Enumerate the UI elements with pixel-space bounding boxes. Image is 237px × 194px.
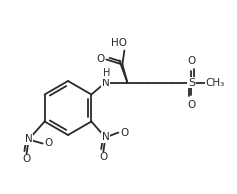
Text: O: O [45,139,53,148]
Text: O: O [99,152,108,163]
Text: S: S [188,77,195,87]
Text: CH₃: CH₃ [206,77,225,87]
Text: N: N [101,77,109,87]
Text: O: O [120,127,128,138]
Text: O: O [23,154,31,165]
Text: O: O [187,55,196,66]
Text: N: N [25,134,32,145]
Text: H: H [103,68,110,79]
Text: O: O [96,55,105,64]
Text: HO: HO [111,38,127,48]
Text: N: N [101,133,109,143]
Text: O: O [187,100,196,109]
